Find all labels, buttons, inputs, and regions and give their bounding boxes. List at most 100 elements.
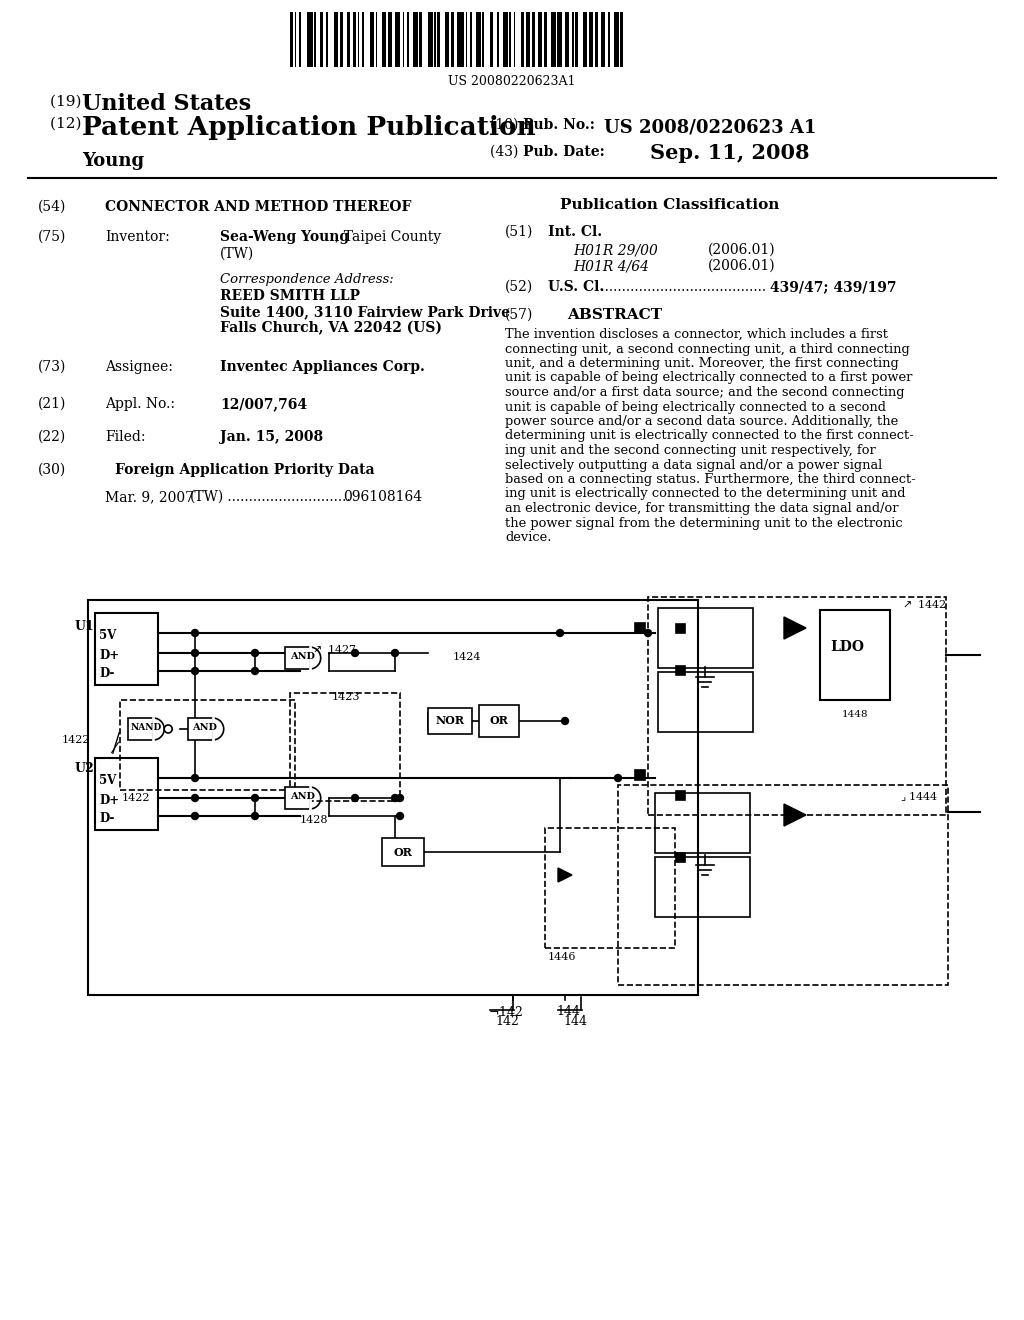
Text: .......................................: ....................................... — [596, 280, 766, 294]
Text: $\nearrow$ 1442: $\nearrow$ 1442 — [900, 598, 946, 610]
Circle shape — [191, 668, 199, 675]
Polygon shape — [558, 869, 572, 882]
Circle shape — [252, 813, 258, 820]
Text: OR: OR — [489, 715, 509, 726]
Text: Publication Classification: Publication Classification — [560, 198, 779, 213]
Text: an electronic device, for transmitting the data signal and/or: an electronic device, for transmitting t… — [505, 502, 898, 515]
Bar — [95, 758, 158, 830]
Bar — [387, 12, 392, 67]
Bar — [505, 12, 508, 67]
Text: (73): (73) — [38, 360, 67, 374]
Text: 1446: 1446 — [548, 952, 577, 962]
Bar — [820, 610, 890, 700]
Text: Falls Church, VA 22042 (US): Falls Church, VA 22042 (US) — [220, 321, 442, 335]
Bar — [348, 12, 350, 67]
Bar — [437, 12, 440, 67]
Bar — [553, 12, 555, 67]
Circle shape — [351, 795, 358, 801]
Text: (75): (75) — [38, 230, 67, 244]
Bar — [319, 12, 322, 67]
Circle shape — [252, 668, 258, 675]
Bar — [489, 12, 490, 67]
Bar — [676, 791, 685, 800]
Text: NAND: NAND — [131, 723, 162, 733]
Bar — [347, 12, 348, 67]
Text: (57): (57) — [505, 308, 534, 322]
Text: 1428: 1428 — [300, 814, 329, 825]
Text: 144: 144 — [556, 1005, 580, 1018]
Bar — [635, 623, 645, 634]
Text: (12): (12) — [50, 117, 86, 131]
Bar — [648, 597, 946, 814]
Text: 1422: 1422 — [122, 793, 151, 803]
Text: connecting unit, a second connecting unit, a third connecting: connecting unit, a second connecting uni… — [505, 342, 909, 355]
Circle shape — [191, 649, 199, 656]
Circle shape — [396, 795, 403, 801]
Bar — [447, 12, 449, 67]
Circle shape — [191, 795, 199, 801]
Text: D-: D- — [99, 812, 115, 825]
Bar — [655, 793, 750, 853]
Bar — [382, 838, 424, 866]
Bar — [357, 12, 359, 67]
Text: H01R 29/00: H01R 29/00 — [573, 243, 657, 257]
Text: based on a connecting status. Furthermore, the third connect-: based on a connecting status. Furthermor… — [505, 473, 915, 486]
Bar — [322, 12, 323, 67]
Text: Inventor:: Inventor: — [105, 230, 170, 244]
Text: unit is capable of being electrically connected to a first power: unit is capable of being electrically co… — [505, 371, 912, 384]
Bar — [620, 12, 623, 67]
Circle shape — [164, 725, 172, 733]
Text: OR: OR — [393, 846, 413, 858]
Bar — [285, 787, 309, 809]
Bar — [541, 12, 542, 67]
Circle shape — [351, 649, 358, 656]
Text: (51): (51) — [505, 224, 534, 239]
Text: U1: U1 — [75, 620, 95, 634]
Circle shape — [191, 813, 199, 820]
Bar — [376, 12, 377, 67]
Bar — [522, 12, 524, 67]
Text: Pub. No.:: Pub. No.: — [523, 117, 595, 132]
Text: (52): (52) — [505, 280, 534, 294]
Bar — [429, 12, 432, 67]
Text: Pub. Date:: Pub. Date: — [523, 145, 605, 158]
Bar — [618, 785, 948, 985]
Text: (2006.01): (2006.01) — [708, 259, 775, 273]
Bar — [371, 12, 374, 67]
Bar — [575, 12, 578, 67]
Text: (21): (21) — [38, 397, 67, 411]
Text: The invention discloses a connector, which includes a first: The invention discloses a connector, whi… — [505, 327, 888, 341]
Bar — [586, 12, 587, 67]
Text: US 20080220623A1: US 20080220623A1 — [449, 75, 575, 88]
Bar — [451, 12, 454, 67]
Circle shape — [391, 795, 398, 801]
Text: Young: Young — [82, 152, 144, 170]
Bar — [326, 12, 328, 67]
Bar — [476, 12, 477, 67]
Bar — [655, 857, 750, 917]
Bar — [521, 12, 522, 67]
Text: AND: AND — [193, 723, 217, 733]
Text: (TW): (TW) — [220, 247, 254, 261]
Text: 1448: 1448 — [842, 710, 868, 719]
Text: D+: D+ — [99, 795, 119, 807]
Text: $\neg$142: $\neg$142 — [488, 1005, 523, 1019]
Text: H01R 4/64: H01R 4/64 — [573, 259, 649, 273]
Text: ing unit is electrically connected to the determining unit and: ing unit is electrically connected to th… — [505, 487, 905, 500]
Text: United States: United States — [82, 92, 251, 115]
Polygon shape — [784, 804, 806, 826]
Bar — [382, 12, 383, 67]
Bar — [477, 12, 480, 67]
Bar — [564, 12, 567, 67]
Text: source and/or a first data source; and the second connecting: source and/or a first data source; and t… — [505, 385, 904, 399]
Bar — [95, 612, 158, 685]
Bar — [614, 12, 617, 67]
Bar — [407, 12, 409, 67]
Text: U.S. Cl.: U.S. Cl. — [548, 280, 604, 294]
Circle shape — [191, 630, 199, 636]
Text: $\nearrow$ 1427: $\nearrow$ 1427 — [310, 643, 356, 655]
Text: (22): (22) — [38, 430, 67, 444]
Bar — [603, 12, 605, 67]
Text: .............................: ............................. — [223, 490, 350, 504]
Bar — [676, 853, 685, 862]
